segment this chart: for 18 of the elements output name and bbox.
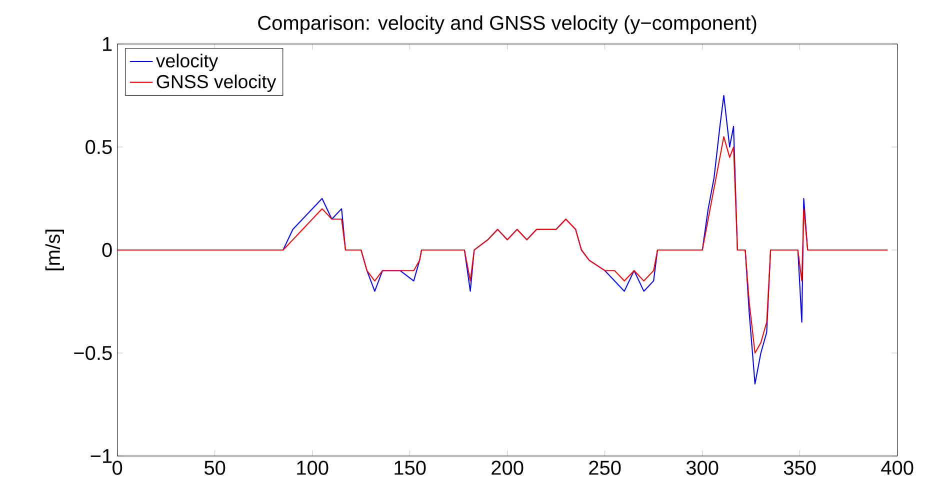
x-tick-label: 150 bbox=[394, 460, 426, 475]
x-tick-label: 0 bbox=[112, 460, 122, 475]
x-tick-label: 100 bbox=[297, 460, 328, 475]
x-tick-label: 200 bbox=[492, 460, 524, 475]
y-tick-label: 1 bbox=[103, 37, 112, 51]
x-tick-label: 50 bbox=[204, 460, 226, 475]
chart-title: Comparison: velocity and GNSS velocity (y−component) bbox=[258, 15, 756, 34]
y-axis-title: [m/s] bbox=[45, 230, 64, 270]
x-tick-label: 250 bbox=[589, 460, 621, 475]
x-tick-label: 350 bbox=[784, 460, 816, 475]
y-tick-label: 0 bbox=[102, 242, 112, 258]
y-tick-label: 0.5 bbox=[86, 140, 112, 154]
y-tick-label: −1 bbox=[90, 449, 112, 463]
x-tick-label: 400 bbox=[881, 460, 914, 475]
legend-label: GNSS velocity bbox=[156, 74, 276, 92]
legend-label: velocity bbox=[156, 54, 218, 72]
y-tick-label: −0.5 bbox=[74, 346, 112, 360]
x-tick-label: 300 bbox=[686, 460, 718, 475]
